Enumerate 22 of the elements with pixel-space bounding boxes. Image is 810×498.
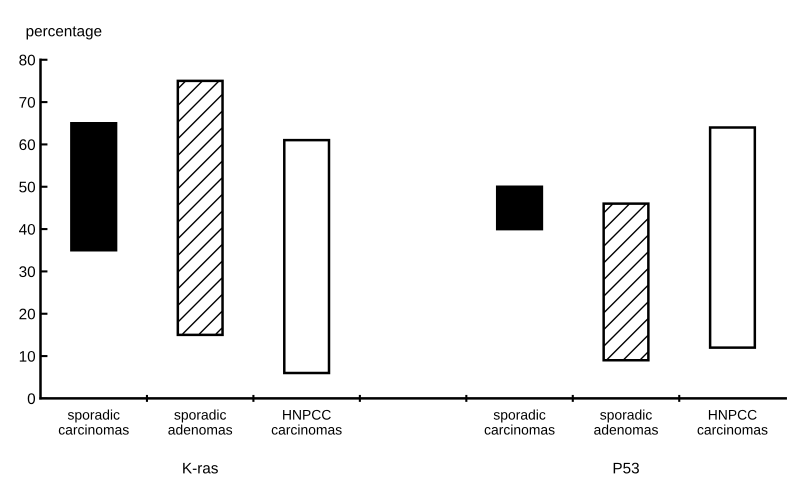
y-tick-label: 60 [19,139,36,150]
text: K-ras [183,462,218,474]
x-tick-label: HNPCC carcinomas [698,410,768,435]
y-tick-label: 50 [19,182,36,192]
bar [70,122,118,252]
x-tick-label: sporadic adenomas [168,410,232,435]
y-tick-label: 20 [19,308,36,320]
y-tick-label: 80 [19,54,36,66]
x-tick-label: sporadic carcinomas [58,410,129,435]
text: P53 [614,462,639,474]
x-tick-label: HNPCC carcinomas [272,410,342,435]
y-tick-label: 70 [19,96,36,108]
y-tick-label: 30 [19,266,36,278]
y-tick-label: 0 [28,393,36,404]
x-tick-label: sporadic carcinomas [484,410,555,435]
y-tick-label: 10 [20,350,36,362]
bar [496,186,544,230]
bar [283,138,330,374]
y-tick-label: 40 [19,224,36,235]
bar [708,126,756,349]
x-tick-label: sporadic adenomas [594,410,658,435]
y-axis-title: percentage [26,26,102,40]
